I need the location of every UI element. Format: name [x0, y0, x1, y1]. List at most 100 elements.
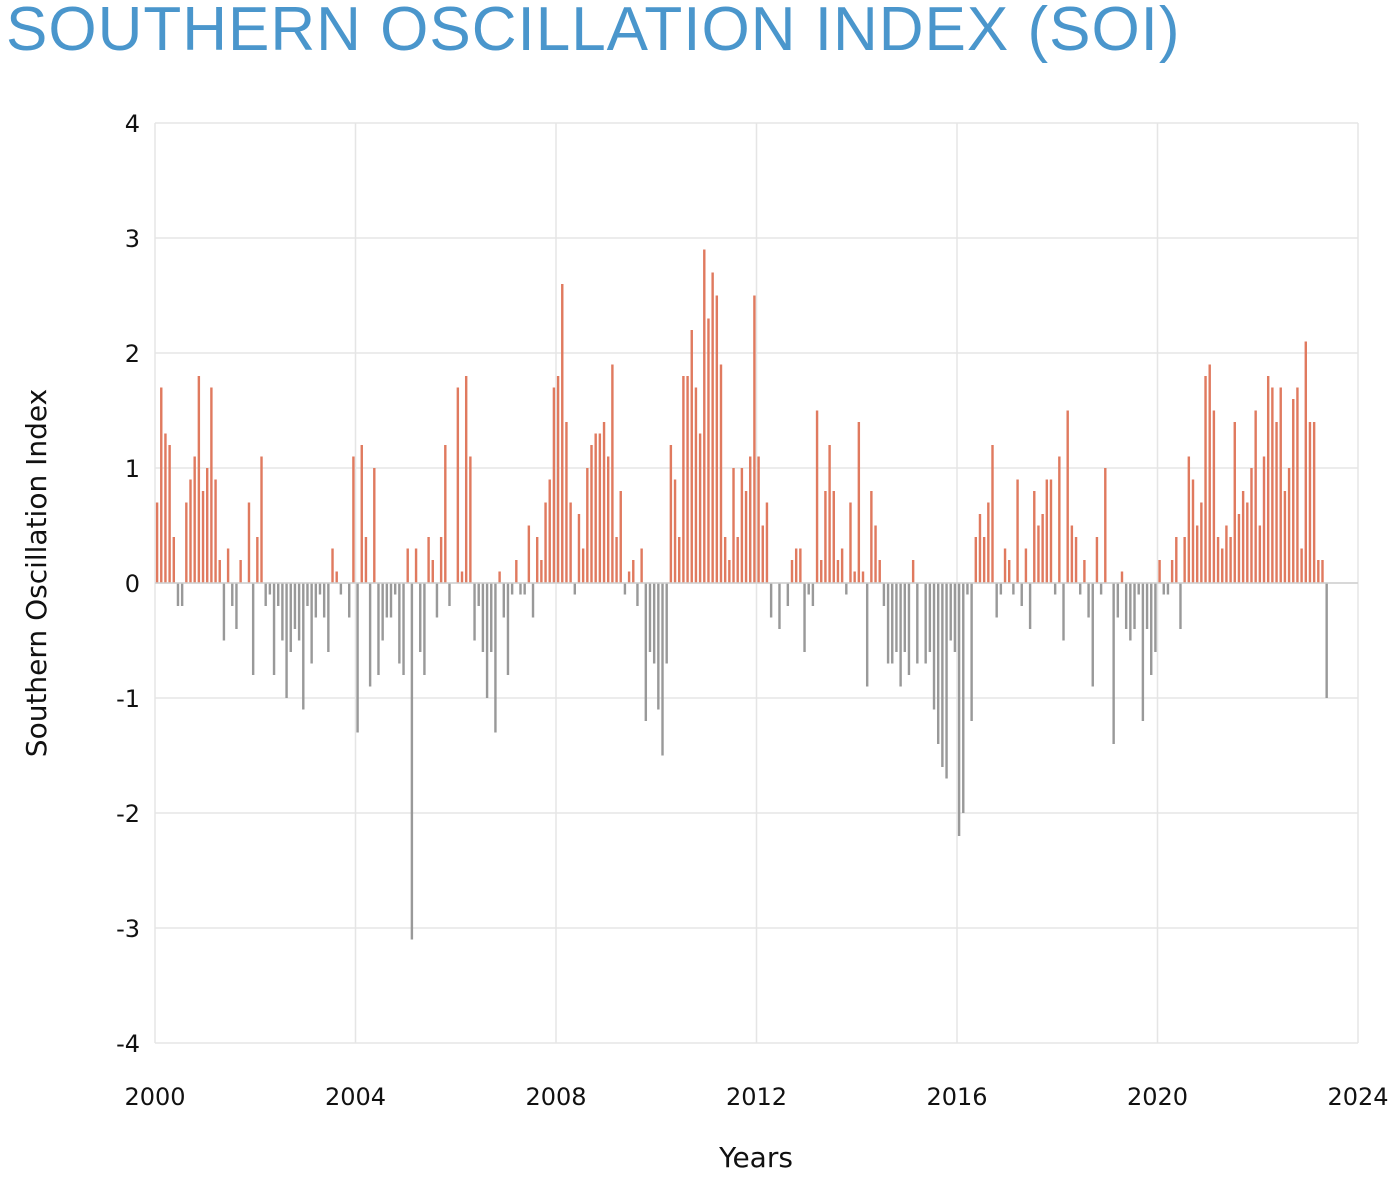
bar [1296, 387, 1299, 583]
bar [297, 583, 301, 641]
bar [707, 318, 710, 583]
y-tick-labels: 4 3 2 1 0 -1 -2 -3 -4 [116, 110, 140, 1058]
bar [1091, 583, 1094, 687]
bar [1158, 560, 1161, 583]
bar [936, 583, 940, 744]
bar [778, 583, 781, 629]
bar [569, 502, 572, 583]
bar [1195, 525, 1199, 583]
y-tick-label: -4 [116, 1030, 140, 1058]
bar [1099, 583, 1103, 595]
bar [1145, 583, 1149, 629]
bar [907, 583, 911, 675]
bar [1254, 410, 1257, 583]
bar [373, 468, 376, 583]
bar [815, 410, 819, 583]
bar [891, 583, 894, 664]
bar [811, 583, 815, 606]
bar [740, 468, 744, 583]
bar [1246, 502, 1249, 583]
bar [268, 583, 272, 595]
x-tick-labels: 2000 2004 2008 2012 2016 2020 2024 [124, 1083, 1388, 1111]
bar [1033, 491, 1036, 583]
bar [331, 548, 334, 583]
bar [1266, 376, 1270, 583]
bar [899, 583, 902, 687]
bar [807, 583, 810, 595]
bar [857, 422, 861, 583]
bar [531, 583, 535, 618]
bar [1095, 537, 1099, 583]
bar [406, 548, 409, 583]
bar [820, 560, 823, 583]
y-tick-label: 4 [125, 110, 140, 138]
bar [652, 583, 656, 664]
bar [293, 583, 297, 629]
bar [1241, 491, 1245, 583]
y-tick-label: 0 [125, 570, 140, 598]
bar [164, 433, 167, 583]
bar [356, 583, 359, 733]
bar [1062, 583, 1065, 641]
bar [657, 583, 660, 710]
bar [423, 583, 426, 675]
bar [744, 491, 748, 583]
bar [903, 583, 906, 652]
bar [1292, 399, 1295, 583]
y-tick-label: -2 [116, 800, 140, 828]
bar [686, 376, 689, 583]
bar [719, 364, 723, 583]
bar [515, 560, 518, 583]
bar [728, 560, 731, 583]
bar [168, 445, 171, 583]
bar [502, 583, 505, 618]
bar [1120, 571, 1124, 583]
bar [1287, 468, 1291, 583]
bar [627, 571, 631, 583]
bar [155, 502, 159, 583]
bar [506, 583, 510, 675]
bar [377, 583, 380, 675]
bar [1041, 514, 1044, 583]
bar [598, 433, 602, 583]
bar [1074, 537, 1078, 583]
bar [490, 583, 493, 652]
bar [916, 583, 919, 664]
bar [682, 376, 685, 583]
bar [289, 583, 292, 652]
bar [552, 387, 556, 583]
bar [435, 583, 439, 618]
bar [256, 537, 259, 583]
bar [991, 445, 994, 583]
bar [272, 583, 276, 675]
bar [586, 468, 589, 583]
bar [172, 537, 176, 583]
bar [1150, 583, 1153, 675]
bar [895, 583, 898, 652]
bar [874, 525, 877, 583]
bar [1154, 583, 1157, 652]
bar [949, 583, 952, 641]
bar [1112, 583, 1115, 744]
bar [469, 456, 472, 583]
bar [285, 583, 288, 698]
x-tick-label: 2020 [1127, 1083, 1188, 1111]
bar [306, 583, 309, 606]
bar [665, 583, 668, 664]
bar [510, 583, 514, 595]
bar [824, 491, 827, 583]
bar [690, 330, 693, 583]
bar [669, 445, 673, 583]
bar [414, 548, 418, 583]
bar [970, 583, 973, 721]
bar [957, 583, 961, 836]
bar [1003, 548, 1007, 583]
bar [736, 537, 739, 583]
bar [607, 456, 610, 583]
bar [1058, 456, 1061, 583]
bar [995, 583, 998, 618]
bar [481, 583, 485, 652]
bar [339, 583, 343, 595]
bar [1028, 583, 1032, 629]
bar [527, 525, 531, 583]
